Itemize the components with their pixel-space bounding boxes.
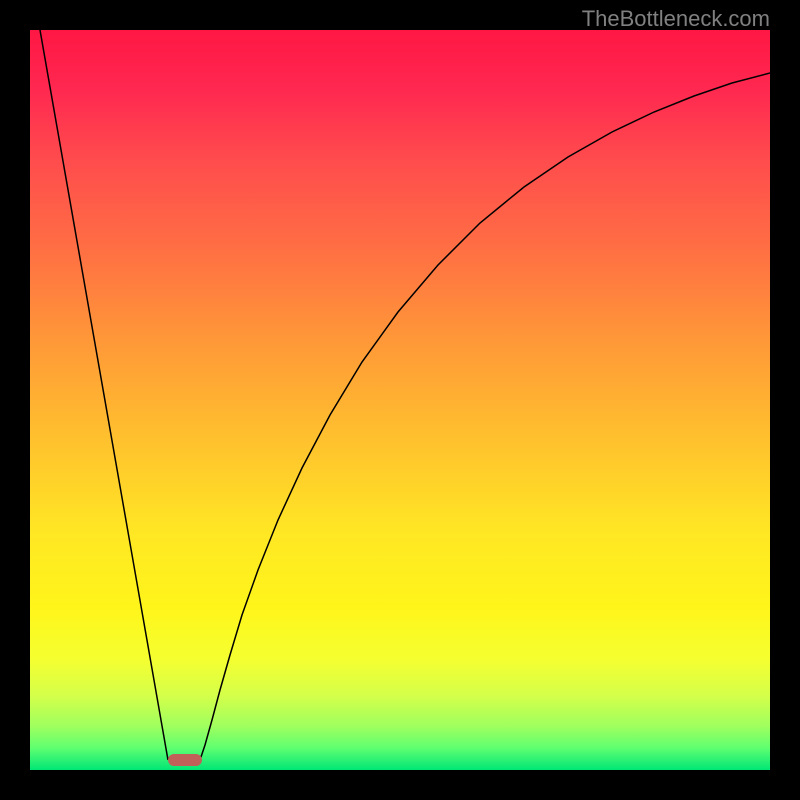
chart-container: TheBottleneck.com — [0, 0, 800, 800]
watermark-text: TheBottleneck.com — [582, 6, 770, 32]
optimal-point-marker — [168, 754, 202, 766]
bottleneck-curve — [30, 30, 770, 770]
plot-area — [30, 30, 770, 770]
